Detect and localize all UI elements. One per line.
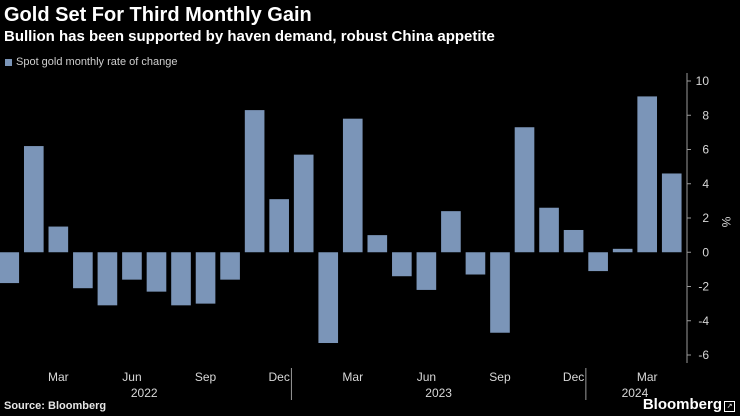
legend: Spot gold monthly rate of change [5,56,177,68]
bar-2022-05 [97,252,118,306]
x-year-label: 2024 [622,386,649,400]
y-tick-label: 6 [702,143,709,157]
bar-2023-11 [539,207,559,253]
chart-subtitle: Bullion has been supported by haven dema… [4,28,495,45]
x-year-label: 2022 [131,386,158,400]
x-tick-label: Dec [268,370,289,384]
bar-2023-12 [563,229,584,253]
x-tick-label: Dec [563,370,584,384]
y-tick-label: 8 [702,108,709,122]
bar-2023-09 [490,252,510,333]
bar-2023-10 [514,127,535,253]
y-axis-label: % [719,217,733,228]
y-tick-label: -2 [698,280,709,294]
x-year-label: 2023 [425,386,452,400]
x-tick-label: Sep [489,370,511,384]
brand-logo: Bloomberg [642,396,722,413]
external-link-icon[interactable]: ↗ [724,401,735,412]
bar-2023-03 [342,118,363,253]
x-tick-label: Mar [637,370,658,384]
y-tick-label: -6 [698,348,709,362]
bar-2022-07 [146,252,167,292]
x-tick-label: Jun [417,370,436,384]
bar-2023-01 [293,154,314,253]
bar-2022-03 [48,226,69,253]
bar-2022-06 [122,252,142,280]
bar-2022-11 [244,110,265,253]
bar-2023-05 [392,252,412,277]
x-tick-label: Jun [122,370,141,384]
bar-2022-02 [23,146,44,253]
bar-2023-04 [367,235,388,253]
bar-2022-10 [220,252,240,280]
source-label: Source: Bloomberg [4,400,107,412]
y-tick-label: 10 [696,74,710,88]
x-tick-label: Sep [195,370,217,384]
bar-2023-07 [441,211,461,253]
chart-title: Gold Set For Third Monthly Gain [4,4,312,26]
bar-2022-04 [73,252,93,289]
bar-2022-12 [269,199,289,253]
x-tick-label: Mar [48,370,69,384]
x-tick-label: Mar [342,370,363,384]
y-tick-label: 4 [702,177,709,191]
y-tick-label: 2 [702,211,709,225]
bar-2022-08 [171,252,191,306]
y-tick-label: -4 [698,314,709,328]
bar-2023-02 [318,252,339,344]
bar-2024-01 [588,252,608,272]
legend-label: Spot gold monthly rate of change [16,56,178,68]
bar-2022-01 [0,252,20,284]
bar-2024-04 [661,173,682,253]
bar-2024-03 [637,96,658,253]
y-tick-label: 0 [702,245,709,259]
bar-2023-08 [465,252,486,275]
bar-2023-06 [416,252,437,290]
legend-swatch [5,58,12,66]
bar-2024-02 [612,248,633,253]
bar-2022-09 [195,252,216,304]
